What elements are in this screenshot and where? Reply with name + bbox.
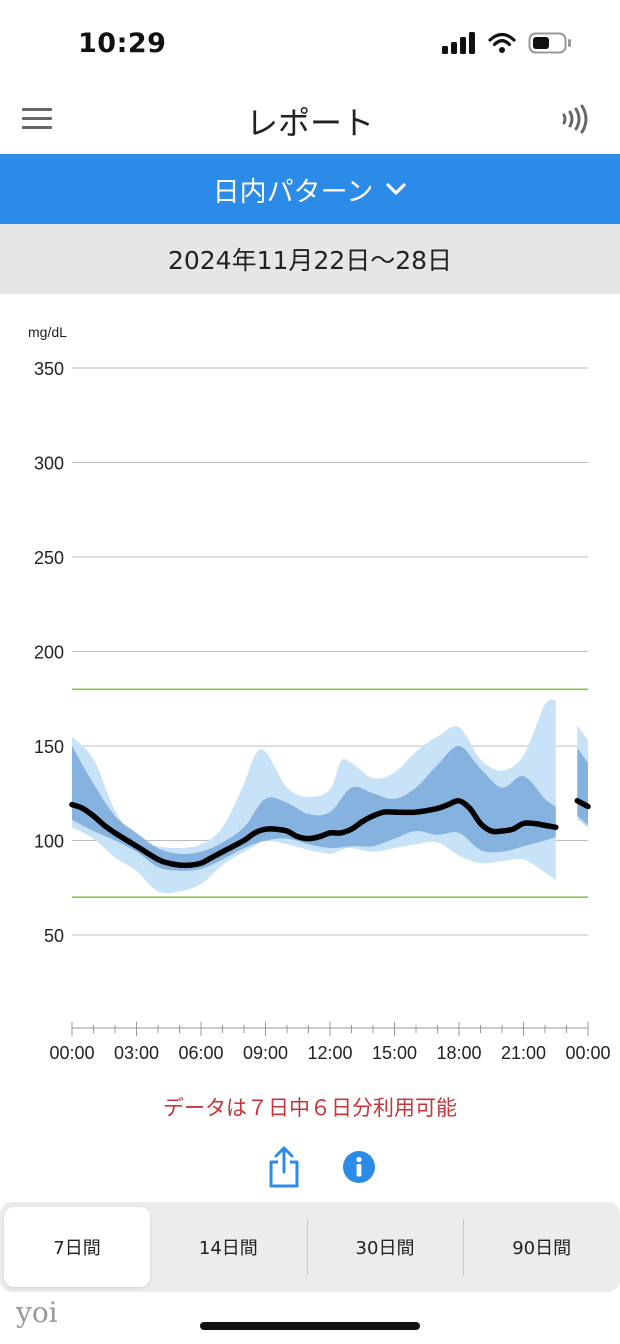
date-range-bar: 2024年11月22日〜28日 [0, 224, 620, 294]
period-tabs: 7日間 14日間 30日間 90日間 [0, 1202, 620, 1292]
daily-pattern-chart: mg/dL 50 100 150 200 250 300 350 00:00 03:00 06:00… [0, 294, 620, 1074]
inner-band-area [72, 745, 556, 871]
home-indicator[interactable] [200, 1322, 420, 1330]
data-availability-note: データは７日中６日分利用可能 [163, 1096, 457, 1120]
status-bar: 10:29 [0, 0, 620, 90]
status-icons [442, 32, 572, 54]
y-tick-label-250: 250 [34, 548, 64, 568]
tab-14-days[interactable]: 14日間 [198, 1238, 258, 1259]
y-tick-label-300: 300 [34, 454, 64, 474]
x-tick-label-6: 18:00 [436, 1043, 481, 1063]
battery-icon [528, 32, 571, 54]
y-tick-label-50: 50 [44, 926, 64, 946]
tab-7-days[interactable]: 7日間 [4, 1207, 150, 1287]
chart-svg: mg/dL 50 100 150 200 250 300 350 00:00 03:00 06:00… [28, 324, 611, 1063]
x-tick-label-2: 06:00 [178, 1043, 223, 1063]
x-tick-label-7: 21:00 [501, 1043, 546, 1063]
y-tick-label-100: 100 [34, 832, 64, 852]
y-tick-label-200: 200 [34, 643, 64, 663]
date-range-label: 2024年11月22日〜28日 [167, 246, 453, 275]
x-tick-label-5: 15:00 [372, 1043, 417, 1063]
chevron-down-icon [386, 183, 406, 195]
nfc-scan-icon[interactable] [560, 104, 590, 134]
median-line [69, 797, 559, 869]
hamburger-menu-icon[interactable] [22, 108, 52, 136]
app-header: レポート [0, 90, 620, 154]
x-tick-label-0: 00:00 [49, 1043, 94, 1063]
y-tick-label-350: 350 [34, 359, 64, 379]
info-icon[interactable] [342, 1150, 376, 1184]
status-time: 10:29 [78, 28, 167, 59]
median-next-day-line [574, 798, 591, 810]
x-tick-label-1: 03:00 [114, 1043, 159, 1063]
watermark-logo: yoi [16, 1296, 58, 1329]
wifi-icon [488, 32, 516, 53]
report-type-label: 日内パターン [212, 176, 374, 208]
share-icon[interactable] [266, 1144, 302, 1190]
x-tick-label-3: 09:00 [243, 1043, 288, 1063]
tab-30-days[interactable]: 30日間 [306, 1207, 464, 1287]
outer-band-area [72, 699, 556, 894]
x-tick-label-4: 12:00 [307, 1043, 352, 1063]
page-title: レポート [245, 104, 374, 142]
tab-90-days[interactable]: 90日間 [463, 1207, 620, 1287]
y-tick-label-150: 150 [34, 737, 64, 757]
x-tick-label-8: 00:00 [565, 1043, 610, 1063]
report-type-dropdown[interactable]: 日内パターン [0, 154, 620, 224]
y-axis-unit-label: mg/dL [28, 324, 67, 340]
cellular-signal-icon [442, 32, 475, 54]
